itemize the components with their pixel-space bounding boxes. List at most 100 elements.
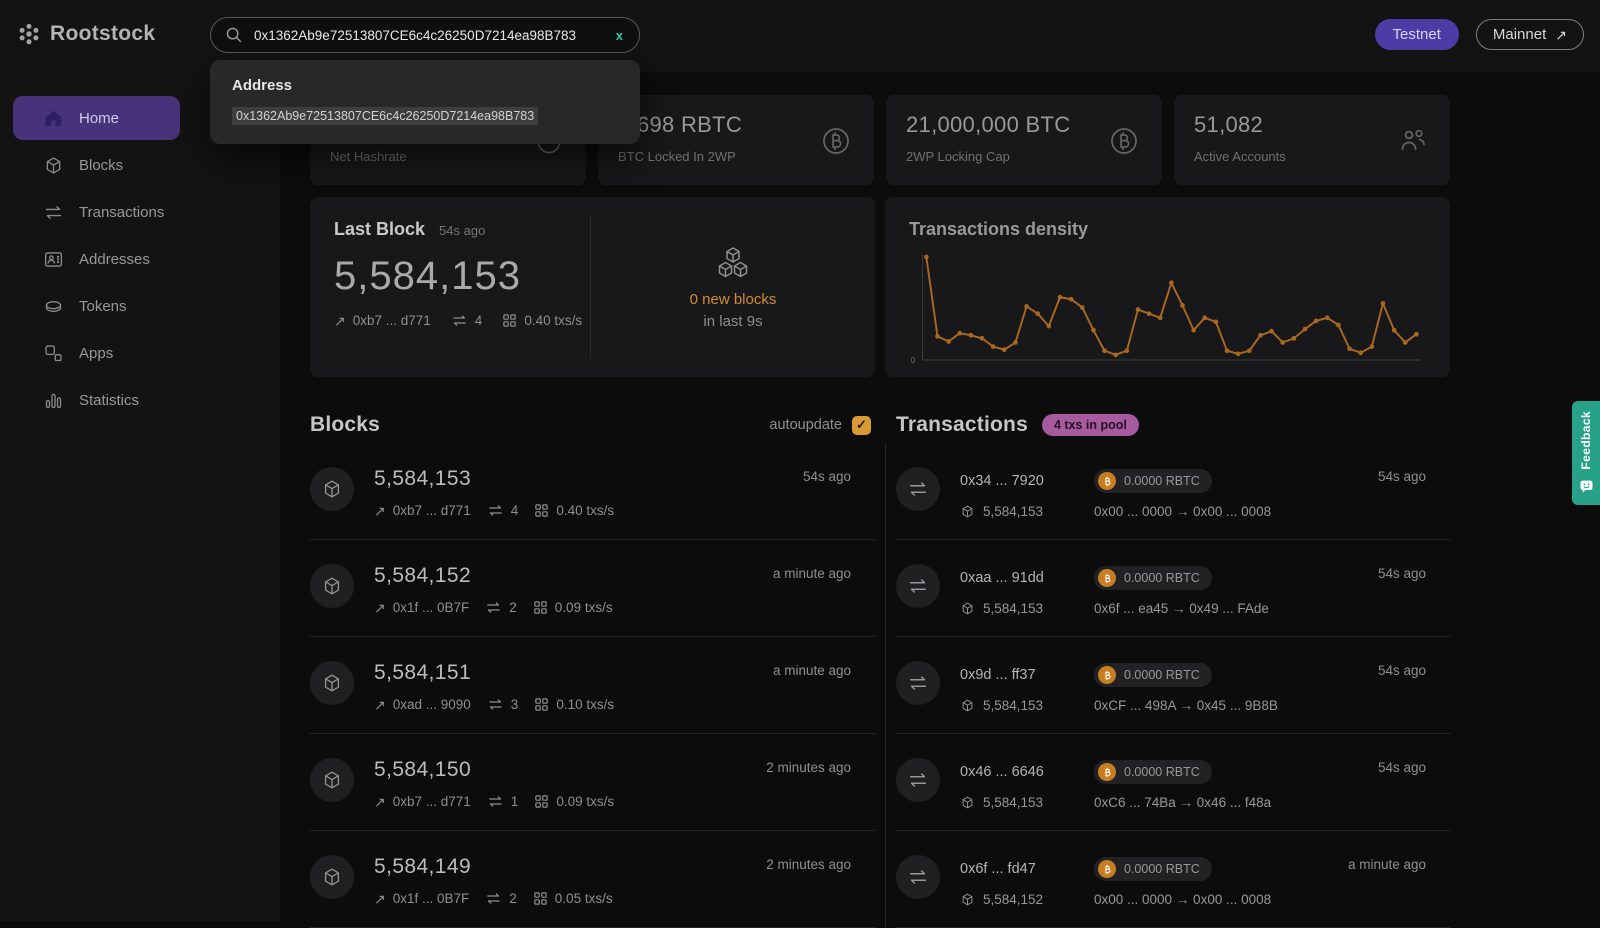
coin-icon [43,296,64,317]
stat-value: 51,082 [1194,112,1264,137]
block-number[interactable]: 5,584,150 [374,758,472,781]
sidebar-item-addresses[interactable]: Addresses [13,237,180,281]
last-block-hash[interactable]: ↗ 0xb7 ... d771 [334,312,431,329]
block-time: 2 minutes ago [766,857,851,872]
transactions-density-title: Transactions density [909,219,1089,239]
stat-card-locking-cap: 21,000,000 BTC 2WP Locking Cap [886,95,1162,185]
tx-hash[interactable]: 0x9d ... ff37 [960,667,1036,683]
sidebar-item-transactions[interactable]: Transactions [13,190,180,234]
feedback-button[interactable]: Feedback [1572,401,1600,505]
tx-block-number[interactable]: 5,584,153 [960,795,1068,810]
lists: 5,584,153 ↗ 0xb7 ... d771 4 [310,443,1450,928]
tx-from-to[interactable]: 0x00 ... 0000 → 0x00 ... 0008 [1094,504,1272,519]
last-block-number[interactable]: 5,584,153 [334,254,521,298]
block-rate: 0.05 txs/s [533,891,613,906]
new-blocks-window: in last 9s [703,312,763,330]
sidebar-item-label: Transactions [79,203,165,221]
arrow-up-right-icon: ↗ [374,502,386,519]
tx-from-to[interactable]: 0xC6 ... 74Ba → 0x46 ... f48a [1094,795,1272,810]
cube-icon [310,661,354,705]
swap-arrows-icon [896,564,940,608]
tx-from-to[interactable]: 0xCF ... 498A → 0x45 ... 9B8B [1094,698,1278,713]
transactions-list: 0x34 ... 7920 0.0000 RBTC 5,584,153 [885,443,1450,928]
block-hash[interactable]: ↗ 0x1f ... 0B7F [374,599,470,616]
sidebar-item-label: Statistics [79,391,140,409]
suggestion-address-result[interactable]: 0x1362Ab9e72513807CE6c4c26250D7214ea98B7… [232,107,539,125]
block-hash[interactable]: ↗ 0xb7 ... d771 [374,502,471,519]
block-tx-count: 2 [485,890,517,907]
block-number[interactable]: 5,584,153 [374,467,472,490]
rootstock-logo[interactable]: Rootstock [16,21,155,47]
transaction-row[interactable]: 0x9d ... ff37 0.0000 RBTC 5,584,153 [896,637,1450,734]
swap-arrows-icon [896,758,940,802]
transaction-row[interactable]: 0x6f ... fd47 0.0000 RBTC 5,584,152 [896,831,1450,928]
tx-hash[interactable]: 0x34 ... 7920 [960,473,1044,489]
tx-hash[interactable]: 0xaa ... 91dd [960,570,1044,586]
tx-hash[interactable]: 0x46 ... 6646 [960,764,1044,780]
swap-arrows-icon [896,855,940,899]
block-row[interactable]: 5,584,152 ↗ 0x1f ... 0B7F 2 [310,540,875,637]
block-number[interactable]: 5,584,149 [374,855,472,878]
tx-amount-badge: 0.0000 RBTC [1094,566,1212,590]
home-icon [43,108,64,129]
block-row[interactable]: 5,584,151 ↗ 0xad ... 9090 3 [310,637,875,734]
block-tx-count: 1 [487,793,518,810]
block-row[interactable]: 5,584,149 ↗ 0x1f ... 0B7F 2 [310,831,875,928]
stat-label: Active Accounts [1194,149,1286,164]
search-input[interactable] [254,27,606,43]
sidebar-item-apps[interactable]: Apps [13,331,180,375]
tx-block-number[interactable]: 5,584,153 [960,698,1068,713]
search-icon [224,25,244,45]
contact-card-icon [43,249,64,270]
block-row[interactable]: 5,584,150 ↗ 0xb7 ... d771 1 [310,734,875,831]
mainnet-button[interactable]: Mainnet ↗ [1475,19,1584,50]
tx-time: 54s ago [1377,663,1426,678]
block-tx-count: 4 [487,502,518,519]
block-number[interactable]: 5,584,152 [374,564,472,587]
rbtc-coin-icon [1098,472,1116,490]
block-rate: 0.40 txs/s [534,503,614,518]
last-block-ago: 54s ago [439,223,486,238]
block-number[interactable]: 5,584,151 [374,661,472,684]
block-row[interactable]: 5,584,153 ↗ 0xb7 ... d771 4 [310,443,875,540]
testnet-button[interactable]: Testnet [1374,19,1459,50]
block-hash[interactable]: ↗ 0x1f ... 0B7F [374,890,470,907]
swap-arrows-icon [896,467,940,511]
feedback-label: Feedback [1579,411,1593,470]
stat-label: 2WP Locking Cap [906,149,1010,164]
sidebar-item-tokens[interactable]: Tokens [13,284,180,328]
external-link-arrow-icon: ↗ [1555,26,1567,43]
cube-icon [310,467,354,511]
search-bar[interactable]: x [210,17,640,53]
bitcoin-icon [1106,123,1142,159]
tx-time: 54s ago [1377,566,1426,581]
tx-from-to[interactable]: 0x00 ... 0000 → 0x00 ... 0008 [1094,892,1272,907]
overview-row: Last Block 54s ago 5,584,153 ↗ 0xb7 ... … [310,197,1450,377]
blocks-section-title: Blocks [310,413,381,436]
arrow-up-right-icon: ↗ [374,793,386,810]
block-hash[interactable]: ↗ 0xad ... 9090 [374,696,471,713]
tx-amount-badge: 0.0000 RBTC [1094,663,1212,687]
transaction-row[interactable]: 0x34 ... 7920 0.0000 RBTC 5,584,153 [896,443,1450,540]
tx-block-number[interactable]: 5,584,152 [960,892,1068,907]
sidebar-item-statistics[interactable]: Statistics [13,378,180,422]
tx-block-number[interactable]: 5,584,153 [960,601,1068,616]
sidebar-item-home[interactable]: Home [13,96,180,140]
clear-search-icon[interactable]: x [615,27,623,43]
txs-in-pool-badge: 4 txs in pool [1041,414,1139,436]
block-hash[interactable]: ↗ 0xb7 ... d771 [374,793,471,810]
new-blocks-count: 0 new blocks [689,290,777,308]
mainnet-label: Mainnet [1492,26,1547,43]
tx-from-to[interactable]: 0x6f ... ea45 → 0x49 ... FAde [1094,601,1269,616]
svg-text:0: 0 [911,356,916,365]
cube-icon [310,758,354,802]
cubes-stack-icon [712,245,754,291]
sidebar-item-blocks[interactable]: Blocks [13,143,180,187]
transaction-row[interactable]: 0x46 ... 6646 0.0000 RBTC 5,584,153 [896,734,1450,831]
transaction-row[interactable]: 0xaa ... 91dd 0.0000 RBTC 5,584,153 [896,540,1450,637]
tx-hash[interactable]: 0x6f ... fd47 [960,861,1036,877]
tx-block-number[interactable]: 5,584,153 [960,504,1068,519]
block-rate: 0.10 txs/s [534,697,614,712]
autoupdate-checkbox[interactable]: ✓ [852,415,871,435]
autoupdate-label: autoupdate [769,417,842,433]
